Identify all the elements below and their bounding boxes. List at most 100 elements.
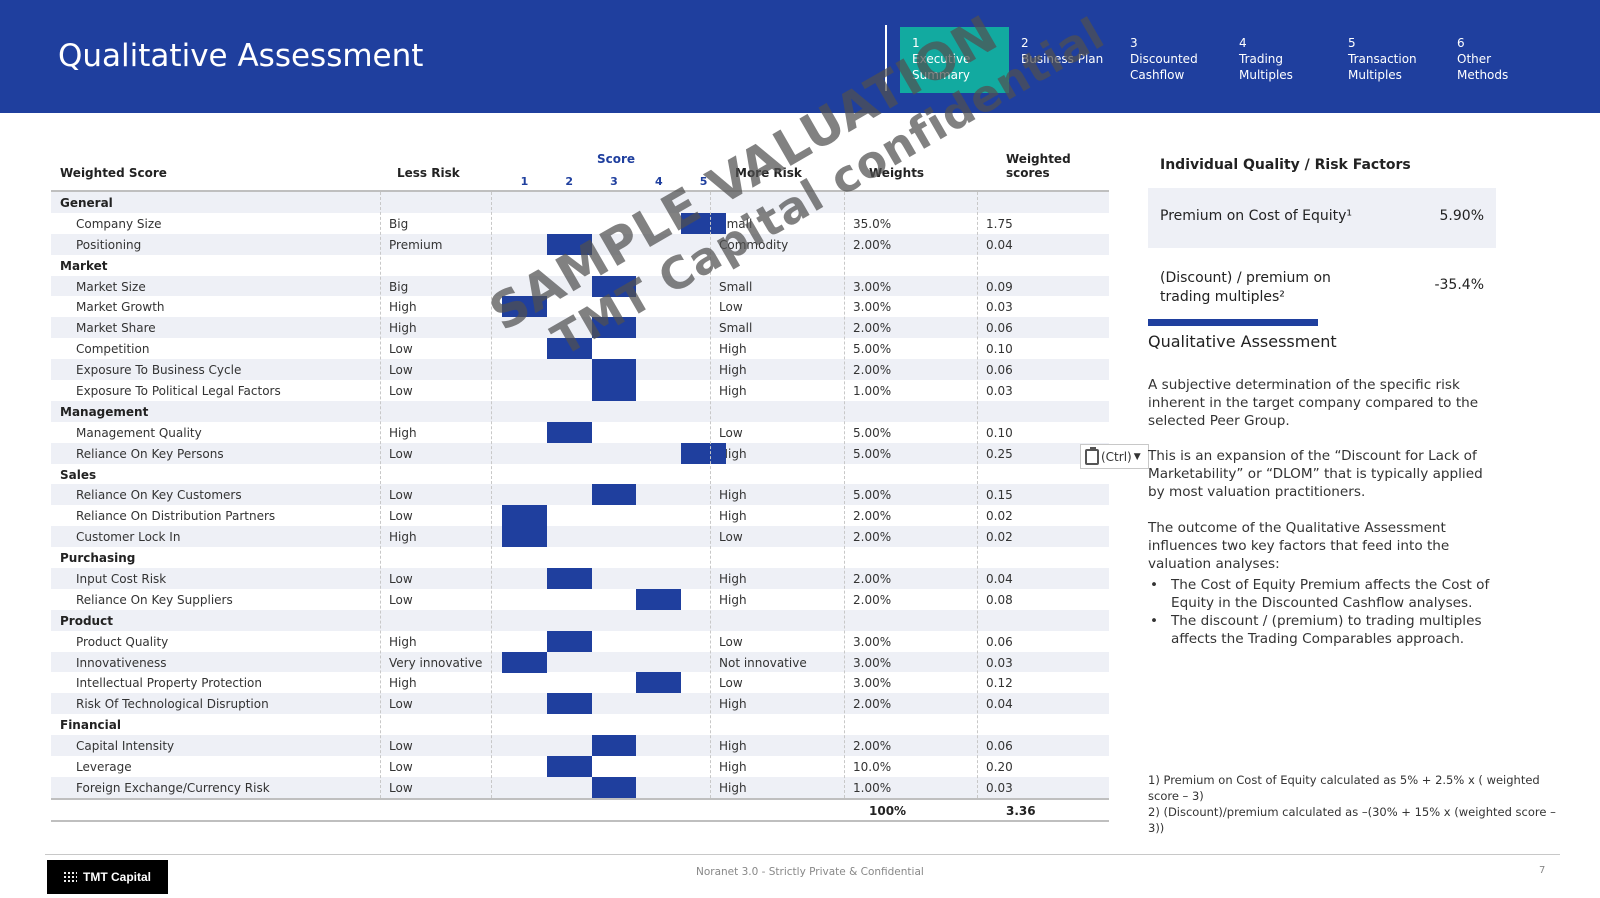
more-risk-value: Not innovative bbox=[719, 655, 807, 670]
header-weighted-score: Weighted Score bbox=[60, 166, 167, 180]
total-weight: 100% bbox=[869, 803, 907, 818]
weight-value: 3.00% bbox=[853, 676, 892, 691]
category-label: Market bbox=[60, 258, 108, 273]
more-risk-value: Low bbox=[719, 634, 743, 649]
less-risk-value: Low bbox=[389, 592, 413, 607]
less-risk-value: High bbox=[389, 321, 417, 336]
nav-item-label: Executive Summary bbox=[912, 52, 971, 82]
weighted-score-value: 0.06 bbox=[986, 321, 1013, 336]
category-row: Product bbox=[51, 609, 1109, 631]
nav-item-transaction-multiples[interactable]: 5 Transaction Multiples bbox=[1336, 27, 1445, 93]
weight-value: 5.00% bbox=[853, 488, 892, 503]
factor-name: Product Quality bbox=[76, 634, 169, 649]
nav-item-executive-summary[interactable]: 1 Executive Summary bbox=[900, 27, 1009, 93]
weighted-score-value: 0.03 bbox=[986, 300, 1013, 315]
section-accent-bar bbox=[1148, 319, 1318, 326]
weight-value: 3.00% bbox=[853, 655, 892, 670]
paste-options-label: (Ctrl) bbox=[1101, 449, 1132, 464]
score-bar bbox=[546, 421, 592, 443]
nav-item-business-plan[interactable]: 2 Business Plan bbox=[1009, 27, 1118, 93]
footnotes: 1) Premium on Cost of Equity calculated … bbox=[1148, 772, 1558, 836]
footnote-1: 1) Premium on Cost of Equity calculated … bbox=[1148, 773, 1540, 803]
panel-title: Individual Quality / Risk Factors bbox=[1160, 157, 1411, 173]
weighted-score-value: 0.10 bbox=[986, 425, 1013, 440]
header-bar: Qualitative Assessment 1 Executive Summa… bbox=[0, 0, 1600, 113]
weight-value: 2.00% bbox=[853, 237, 892, 252]
weighted-score-value: 0.09 bbox=[986, 279, 1013, 294]
table-row: Reliance On Key Customers Low High 5.00% 0.1… bbox=[51, 484, 1109, 506]
less-risk-value: Low bbox=[389, 509, 413, 524]
score-bar bbox=[591, 275, 637, 297]
more-risk-value: High bbox=[719, 697, 747, 712]
weighted-score-value: 0.02 bbox=[986, 530, 1013, 545]
nav-item-label: Discounted Cashflow bbox=[1130, 52, 1198, 82]
table-row: Capital Intensity Low High 2.00% 0.06 bbox=[51, 735, 1109, 757]
weighted-score-value: 1.75 bbox=[986, 216, 1013, 231]
less-risk-value: Low bbox=[389, 384, 413, 399]
header-weighted-scores: Weighted scores bbox=[1006, 152, 1071, 180]
factor-name: Market Share bbox=[76, 321, 156, 336]
impact-bullet-list: The Cost of Equity Premium affects the C… bbox=[1148, 576, 1498, 648]
factor-name: Exposure To Political Legal Factors bbox=[76, 384, 281, 399]
factor-name: Positioning bbox=[76, 237, 142, 252]
table-bottom-rule bbox=[51, 819, 1109, 822]
weighted-score-value: 0.20 bbox=[986, 760, 1013, 775]
nav-item-label: Business Plan bbox=[1021, 52, 1104, 66]
header-rule bbox=[51, 190, 1109, 192]
total-rule bbox=[51, 797, 1109, 800]
table-row: Market Share High Small 2.00% 0.06 bbox=[51, 317, 1109, 339]
less-risk-value: Big bbox=[389, 216, 409, 231]
table-row: Market Growth High Low 3.00% 0.03 bbox=[51, 296, 1109, 318]
factor-name: Management Quality bbox=[76, 425, 202, 440]
more-risk-value: High bbox=[719, 760, 747, 775]
description-paragraph-3: The outcome of the Qualitative Assessmen… bbox=[1148, 520, 1450, 572]
score-level-5: 5 bbox=[699, 175, 708, 188]
column-divider bbox=[710, 192, 711, 798]
more-risk-value: High bbox=[719, 509, 747, 524]
nav-item-label: Transaction Multiples bbox=[1348, 52, 1417, 82]
table-row: Reliance On Key Persons Low High 5.00% 0.25 bbox=[51, 442, 1109, 464]
more-risk-value: High bbox=[719, 572, 747, 587]
bullet-item: The Cost of Equity Premium affects the C… bbox=[1148, 576, 1498, 612]
score-bar bbox=[591, 380, 637, 402]
score-bar bbox=[591, 484, 637, 506]
factor-name: Reliance On Key Customers bbox=[76, 488, 242, 503]
nav-item-discounted-cashflow[interactable]: 3 Discounted Cashflow bbox=[1118, 27, 1227, 93]
category-row: Purchasing bbox=[51, 547, 1109, 568]
less-risk-value: High bbox=[389, 530, 417, 545]
factor-name: Capital Intensity bbox=[76, 739, 175, 754]
logo-text: TMT Capital bbox=[83, 870, 151, 884]
weight-value: 2.00% bbox=[853, 592, 892, 607]
nav-item-other-methods[interactable]: 6 Other Methods bbox=[1445, 27, 1554, 93]
less-risk-value: High bbox=[389, 634, 417, 649]
factor-name: Company Size bbox=[76, 216, 162, 231]
table-row: Reliance On Distribution Partners Low High… bbox=[51, 505, 1109, 527]
weighted-score-value: 0.03 bbox=[986, 655, 1013, 670]
weight-value: 2.00% bbox=[853, 739, 892, 754]
footer-rule bbox=[45, 854, 1560, 855]
column-divider bbox=[844, 192, 845, 798]
column-divider bbox=[380, 192, 381, 798]
more-risk-value: Small bbox=[719, 321, 753, 336]
weighted-score-value: 0.10 bbox=[986, 342, 1013, 357]
header-weights: Weights bbox=[869, 166, 925, 180]
factor-name: Reliance On Distribution Partners bbox=[76, 509, 276, 524]
factor-name: Risk Of Technological Disruption bbox=[76, 697, 269, 712]
factor-name: Exposure To Business Cycle bbox=[76, 363, 242, 378]
table-row: Exposure To Business Cycle Low High 2.00% 0.… bbox=[51, 359, 1109, 381]
category-label: Product bbox=[60, 613, 113, 628]
factor-name: Competition bbox=[76, 342, 150, 357]
weighted-score-table: Weighted Score Less Risk Score 1 2 3 4 5… bbox=[51, 148, 1109, 822]
score-bar bbox=[546, 630, 592, 652]
total-weighted-score: 3.36 bbox=[1006, 803, 1036, 818]
paste-options-button[interactable]: (Ctrl) ▼ bbox=[1080, 444, 1149, 469]
category-row: Management bbox=[51, 400, 1109, 422]
score-bar bbox=[636, 588, 682, 610]
score-bar bbox=[502, 526, 547, 548]
less-risk-value: Big bbox=[389, 279, 409, 294]
score-bar bbox=[681, 442, 726, 464]
more-risk-value: Small bbox=[719, 216, 753, 231]
nav-item-trading-multiples[interactable]: 4 Trading Multiples bbox=[1227, 27, 1336, 93]
less-risk-value: Low bbox=[389, 446, 413, 461]
table-row: Intellectual Property Protection High Low 3… bbox=[51, 672, 1109, 694]
